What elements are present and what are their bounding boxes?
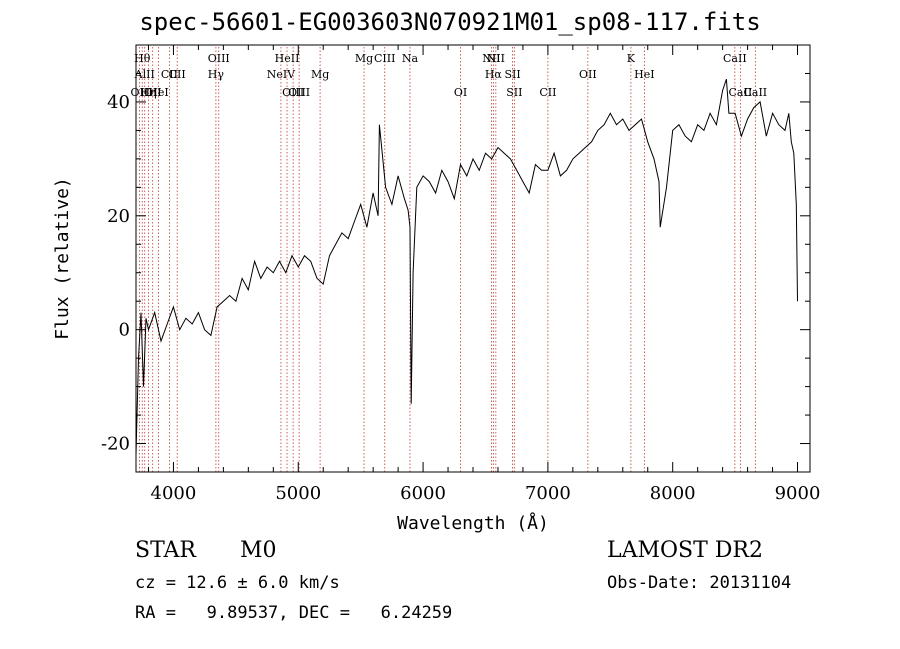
cz-label: cz = 12.6 ± 6.0 km/s [135, 573, 340, 593]
x-tick-label: 9000 [775, 483, 821, 504]
line-label: OI [454, 86, 467, 99]
line-label: SII [506, 86, 522, 99]
subclass-label: M0 [240, 538, 277, 563]
line-label: SII [504, 68, 520, 81]
plot-title: spec-56601-EG003603N070921M01_sp08-117.f… [139, 8, 761, 36]
survey-label: LAMOST DR2 [607, 538, 763, 563]
axes-layer [135, 44, 811, 473]
radec-label: RA = 9.89537, DEC = 6.24259 [135, 603, 453, 623]
line-label: CII [169, 68, 186, 81]
line-label: Hη [140, 86, 156, 99]
line-label: CaII [729, 86, 753, 99]
line-label: CIII [374, 52, 395, 65]
line-label: CII [539, 86, 556, 99]
line-label: Mg [311, 68, 329, 81]
line-label: OII [144, 86, 162, 99]
y-tick-label: -20 [101, 434, 130, 455]
line-label: HeI [148, 86, 168, 99]
line-label: NII [487, 52, 505, 65]
line-label: AlII [134, 68, 155, 81]
line-label: HeI [634, 68, 654, 81]
y-tick-label: 20 [107, 206, 130, 227]
plot-frame [135, 44, 811, 473]
line-label: CaII [723, 52, 747, 65]
line-label: Mg [355, 52, 373, 65]
line-label: OIII [282, 86, 304, 99]
line-label: Hγ [208, 68, 225, 81]
x-tick-label: 4000 [151, 483, 197, 504]
line-label: K [627, 52, 636, 65]
line-label: Na [402, 52, 419, 65]
line-label: NeIV [267, 68, 296, 81]
spectrum-line [135, 79, 798, 455]
emission-lines-layer [138, 47, 756, 472]
line-label: CII [161, 68, 178, 81]
x-tick-label: 7000 [525, 483, 571, 504]
line-label: OIII [208, 52, 230, 65]
line-label: Hα [485, 68, 503, 81]
labels-layer: 4000 5000 6000 7000 8000 9000 -20 0 20 40 Waveleng… [52, 52, 820, 534]
class-label: STAR [135, 538, 196, 563]
line-label: OII [579, 68, 597, 81]
line-label: Hθ [134, 52, 151, 65]
line-label: OII [131, 86, 149, 99]
y-axis-label: Flux (relative) [52, 177, 73, 340]
line-label: OIII [288, 86, 310, 99]
obs-date-label: Obs-Date: 20131104 [607, 573, 792, 593]
x-axis-label: Wavelength (Å) [397, 512, 549, 534]
line-label: CaII [743, 86, 767, 99]
y-tick-label: 0 [119, 320, 130, 341]
line-label: NII [482, 52, 500, 65]
y-tick-label: 40 [107, 92, 130, 113]
line-label: HeII [275, 52, 300, 65]
x-tick-label: 6000 [400, 483, 446, 504]
x-tick-label: 8000 [650, 483, 696, 504]
x-tick-label: 5000 [275, 483, 321, 504]
